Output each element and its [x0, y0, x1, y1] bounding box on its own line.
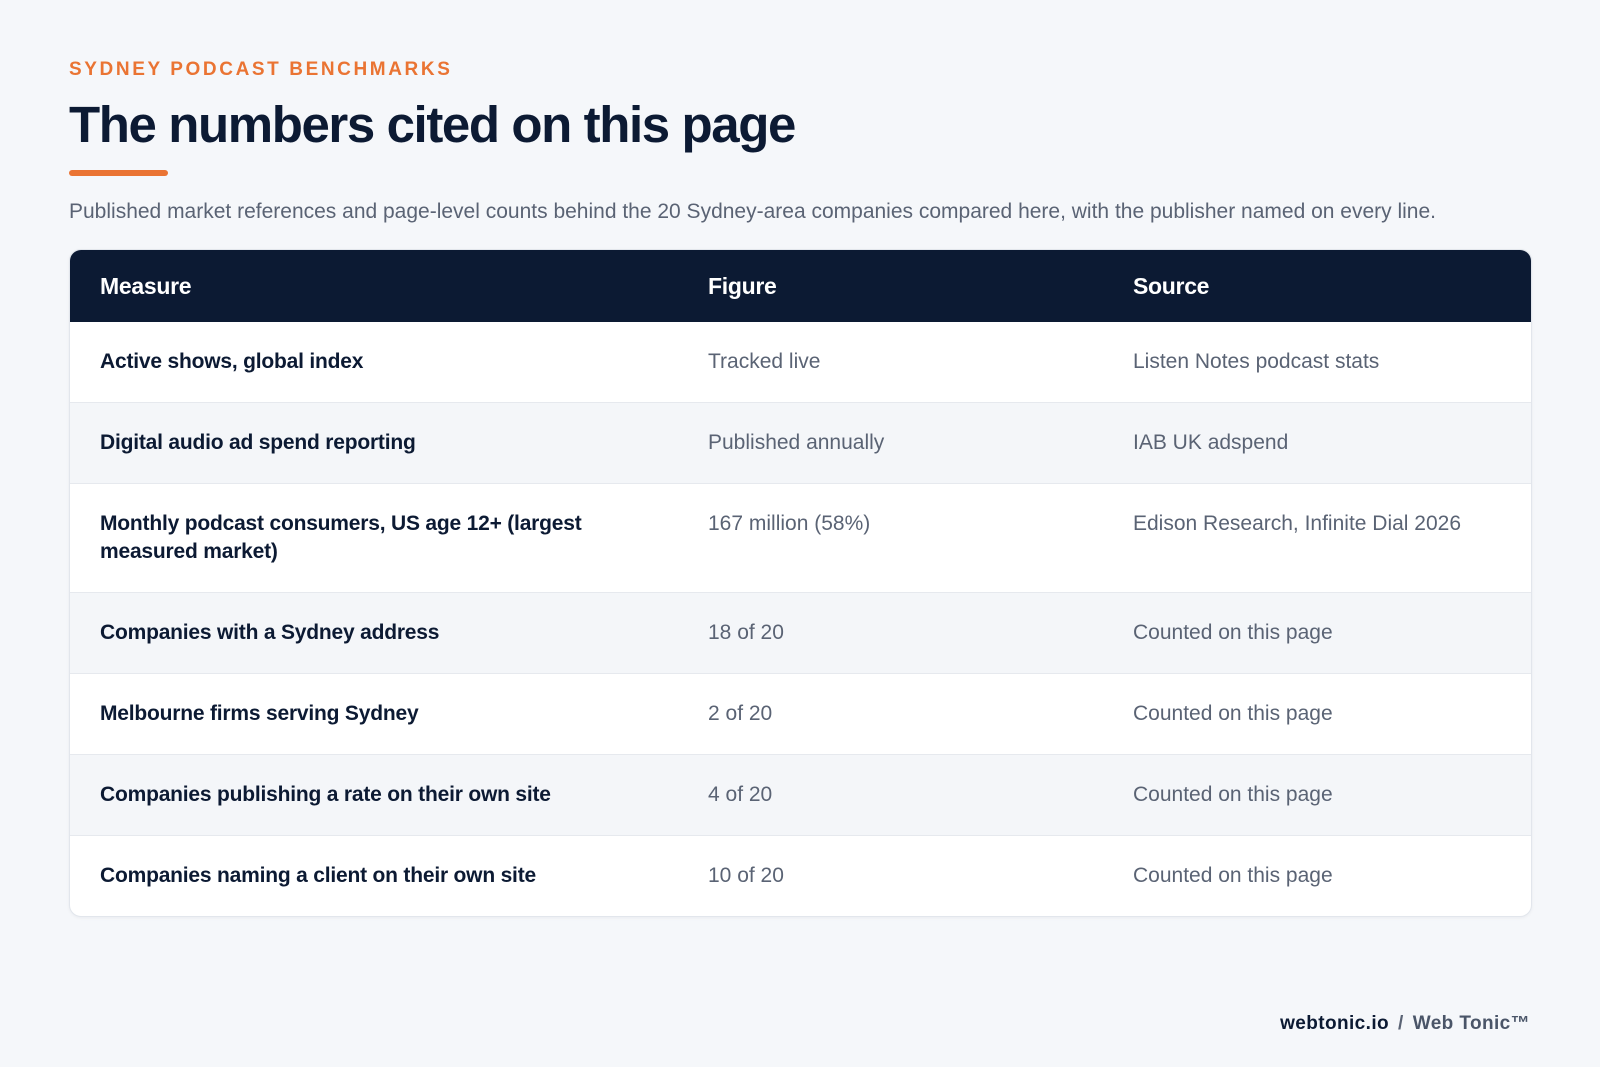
source-cell: IAB UK adspend [1103, 402, 1531, 484]
benchmarks-table: Measure Figure Source Active shows, glob… [70, 250, 1531, 916]
column-header-measure: Measure [100, 272, 192, 299]
page-title: The numbers cited on this page [69, 96, 796, 153]
measure-cell: Companies naming a client on their own s… [70, 835, 678, 916]
column-header-source: Source [1133, 272, 1210, 299]
measure-cell: Companies publishing a rate on their own… [70, 754, 678, 836]
source-cell: Counted on this page [1103, 835, 1531, 916]
accent-underline [69, 170, 168, 176]
footer-brand: Web Tonic™ [1412, 1013, 1530, 1034]
source-cell: Counted on this page [1103, 754, 1531, 836]
footer-attribution: webtonic.io / Web Tonic™ [1280, 1013, 1530, 1035]
figure-cell: 4 of 20 [678, 754, 1103, 836]
table-row: Monthly podcast consumers, US age 12+ (l… [70, 483, 1531, 593]
figure-cell: Tracked live [708, 350, 821, 373]
footer-separator: / [1398, 1013, 1404, 1034]
figure-cell: 18 of 20 [678, 592, 1103, 674]
table-row: Companies with a Sydney address 18 of 20… [70, 592, 1531, 674]
table-row: Companies naming a client on their own s… [70, 835, 1531, 916]
figure-cell: Published annually [678, 402, 1103, 484]
measure-cell: Monthly podcast consumers, US age 12+ (l… [70, 483, 678, 593]
page-description: Published market references and page-lev… [69, 200, 1436, 223]
figure-cell: 167 million (58%) [678, 483, 1103, 593]
table-row: Companies publishing a rate on their own… [70, 754, 1531, 836]
benchmarks-table-card: Measure Figure Source Active shows, glob… [69, 249, 1532, 917]
source-cell: Listen Notes podcast stats [1133, 350, 1380, 373]
measure-cell: Active shows, global index [100, 350, 364, 373]
eyebrow-label: SYDNEY PODCAST BENCHMARKS [69, 59, 453, 80]
measure-cell: Companies with a Sydney address [70, 592, 678, 674]
table-row: Melbourne firms serving Sydney 2 of 20 C… [70, 673, 1531, 755]
page-content: SYDNEY PODCAST BENCHMARKS The numbers ci… [69, 58, 1532, 917]
table-row: Active shows, global index Tracked live … [70, 322, 1531, 403]
column-header-figure: Figure [708, 272, 777, 299]
figure-cell: 10 of 20 [678, 835, 1103, 916]
footer-domain: webtonic.io [1280, 1013, 1390, 1034]
measure-cell: Melbourne firms serving Sydney [70, 673, 678, 755]
table-row: Digital audio ad spend reporting Publish… [70, 402, 1531, 484]
table-header: Measure Figure Source [70, 250, 1531, 322]
measure-cell: Digital audio ad spend reporting [70, 402, 678, 484]
table-body: Active shows, global index Tracked live … [70, 322, 1531, 916]
table-header-row: Measure Figure Source [70, 250, 1531, 322]
source-cell: Edison Research, Infinite Dial 2026 [1103, 483, 1531, 593]
source-cell: Counted on this page [1103, 592, 1531, 674]
figure-cell: 2 of 20 [678, 673, 1103, 755]
source-cell: Counted on this page [1103, 673, 1531, 755]
